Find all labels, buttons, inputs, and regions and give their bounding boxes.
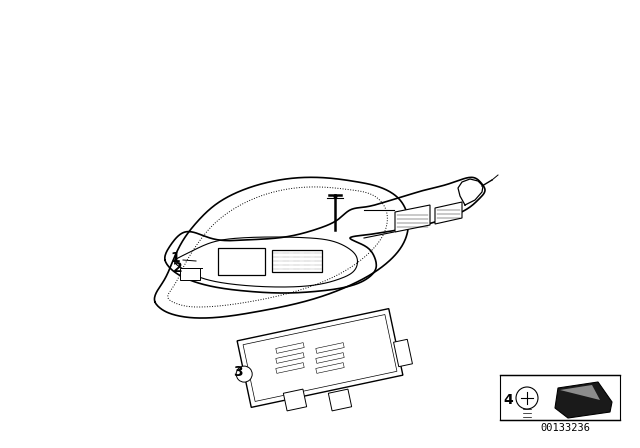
Polygon shape	[316, 353, 344, 363]
Text: 4: 4	[503, 393, 513, 407]
Circle shape	[516, 387, 538, 409]
Polygon shape	[555, 382, 612, 418]
Polygon shape	[284, 389, 307, 411]
Polygon shape	[328, 389, 351, 411]
Polygon shape	[276, 343, 304, 353]
Polygon shape	[316, 343, 344, 353]
Bar	[500, 375, 620, 420]
Circle shape	[236, 366, 252, 382]
Polygon shape	[395, 205, 430, 232]
Polygon shape	[243, 314, 397, 401]
Text: 1: 1	[170, 251, 180, 265]
Text: 00133236: 00133236	[540, 423, 590, 433]
Polygon shape	[272, 250, 322, 272]
Polygon shape	[180, 268, 200, 280]
Polygon shape	[218, 248, 265, 275]
Text: 2: 2	[173, 261, 183, 275]
Polygon shape	[394, 339, 412, 366]
Polygon shape	[560, 385, 600, 400]
Polygon shape	[435, 202, 462, 224]
Text: 3: 3	[233, 365, 243, 379]
Polygon shape	[276, 362, 304, 373]
Polygon shape	[276, 353, 304, 363]
Polygon shape	[237, 309, 403, 407]
Polygon shape	[316, 362, 344, 373]
